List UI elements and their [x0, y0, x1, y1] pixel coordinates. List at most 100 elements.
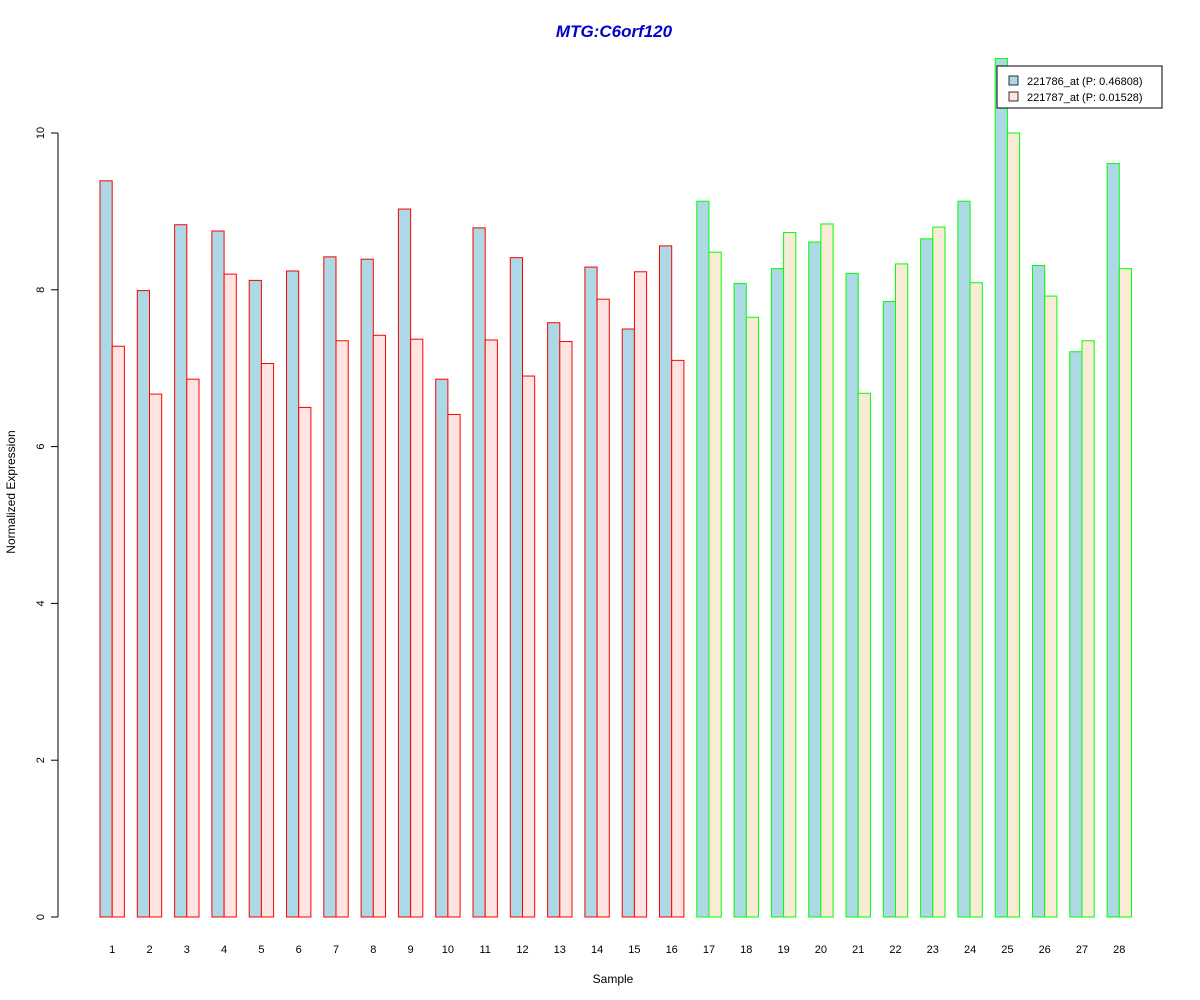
x-tick-label-22: 22 [889, 944, 901, 956]
bar-221787-sample-5 [260, 362, 275, 918]
bar-221786-sample-18 [733, 283, 747, 918]
bar-221787-sample-11 [484, 339, 498, 918]
bar-221787-sample-3 [186, 378, 200, 918]
bar-221786-sample-5 [248, 279, 262, 918]
bar-221787-sample-9 [410, 338, 424, 918]
bar-221787-sample-18 [745, 316, 759, 918]
x-tick-label-8: 8 [370, 944, 376, 956]
bar-221787-sample-2 [149, 393, 163, 918]
x-tick-label-9: 9 [408, 944, 414, 956]
bar-221786-sample-28 [1106, 163, 1120, 918]
y-axis-label: Normalized Expression [4, 430, 18, 553]
bar-221786-sample-27 [1069, 351, 1083, 918]
x-tick-label-13: 13 [554, 944, 566, 956]
bar-221787-sample-21 [857, 392, 871, 918]
bar-221786-sample-19 [770, 268, 785, 918]
bar-221787-sample-22 [895, 263, 909, 918]
bar-221787-sample-7 [335, 340, 349, 918]
bar-221786-sample-3 [174, 224, 188, 918]
legend: 221786_at (P: 0.46808) 221787_at (P: 0.0… [996, 65, 1163, 109]
x-tick-label-20: 20 [815, 944, 827, 956]
bar-221786-sample-8 [360, 258, 374, 918]
bar-221787-sample-10 [447, 413, 461, 918]
bar-221786-sample-22 [882, 301, 896, 918]
x-tick-label-15: 15 [628, 944, 640, 956]
bar-221786-sample-2 [136, 290, 151, 918]
bar-221786-sample-16 [659, 245, 673, 918]
bar-221787-sample-1 [111, 345, 125, 918]
bar-221786-sample-13 [547, 322, 561, 918]
bar-221787-sample-23 [932, 226, 946, 918]
y-tick-label: 4 [35, 600, 47, 606]
x-tick-label-16: 16 [666, 944, 678, 956]
x-tick-label-7: 7 [333, 944, 339, 956]
legend-label-221786: 221786_at (P: 0.46808) [1027, 76, 1143, 88]
x-tick-label-10: 10 [442, 944, 454, 956]
x-tick-label-14: 14 [591, 944, 603, 956]
x-tick-label-12: 12 [516, 944, 528, 956]
legend-label-221787: 221787_at (P: 0.01528) [1027, 92, 1143, 104]
x-tick-label-6: 6 [296, 944, 302, 956]
bar-221786-sample-21 [845, 272, 859, 918]
bar-221787-sample-27 [1081, 340, 1095, 918]
x-tick-labels: 1 2 3 4 5 6 7 8 9 10 11 12 13 14 15 16 17 18 19 20 21 22 23 24 2… [109, 944, 1125, 956]
bar-221787-sample-15 [633, 271, 648, 918]
bar-221786-sample-12 [509, 257, 523, 918]
x-tick-label-11: 11 [479, 944, 490, 956]
bar-221787-sample-24 [969, 282, 983, 918]
x-tick-label-23: 23 [927, 944, 939, 956]
bar-221786-sample-9 [397, 208, 412, 918]
x-tick-label-5: 5 [258, 944, 264, 956]
bar-221786-sample-4 [211, 230, 225, 918]
y-tick-label: 8 [35, 287, 47, 293]
bar-221787-sample-6 [298, 406, 312, 918]
bar-221786-sample-10 [435, 378, 449, 918]
bar-221786-sample-6 [286, 270, 300, 918]
x-tick-label-25: 25 [1001, 944, 1013, 956]
x-tick-label-1: 1 [109, 944, 115, 956]
bar-221786-sample-14 [584, 266, 598, 918]
bar-221787-sample-12 [522, 375, 536, 918]
bars [99, 58, 1133, 918]
bar-221787-sample-26 [1044, 295, 1058, 918]
bar-221786-sample-17 [696, 200, 710, 918]
bar-221786-sample-15 [621, 328, 635, 918]
x-tick-label-26: 26 [1039, 944, 1051, 956]
x-tick-label-18: 18 [740, 944, 752, 956]
y-tick-label: 2 [35, 757, 47, 763]
bar-221786-sample-24 [957, 200, 971, 918]
chart-title: MTG:C6orf120 [556, 22, 673, 41]
legend-box [996, 65, 1163, 109]
bar-221786-sample-11 [472, 227, 486, 918]
y-tick-label: 0 [35, 914, 47, 920]
bar-221787-sample-19 [783, 232, 797, 918]
bar-221787-sample-14 [596, 298, 610, 918]
x-tick-label-19: 19 [777, 944, 789, 956]
x-tick-label-21: 21 [852, 944, 864, 956]
bar-221786-sample-25 [994, 58, 1008, 918]
x-tick-label-24: 24 [964, 944, 976, 956]
x-tick-label-17: 17 [703, 944, 715, 956]
legend-swatch-221787 [1008, 91, 1019, 102]
bar-221787-sample-4 [223, 273, 237, 918]
y-axis: 0 2 4 6 8 10 [35, 127, 59, 920]
legend-swatch-221786 [1008, 75, 1019, 86]
bar-221787-sample-13 [559, 341, 573, 918]
y-tick-label: 6 [35, 444, 47, 450]
x-tick-label-4: 4 [221, 944, 227, 956]
bar-221786-sample-23 [920, 238, 934, 918]
x-tick-label-28: 28 [1113, 944, 1125, 956]
y-tick-label: 10 [35, 127, 47, 139]
bar-221787-sample-28 [1118, 268, 1133, 918]
x-tick-label-3: 3 [184, 944, 190, 956]
bar-221786-sample-7 [323, 256, 337, 918]
bar-221786-sample-26 [1032, 264, 1046, 918]
bar-221787-sample-16 [671, 359, 685, 918]
bar-221786-sample-20 [808, 241, 822, 918]
bar-221787-sample-8 [372, 334, 386, 918]
bar-221787-sample-25 [1006, 132, 1021, 918]
x-tick-label-27: 27 [1076, 944, 1088, 956]
bar-221787-sample-17 [708, 251, 722, 918]
x-axis-label: Sample [593, 972, 634, 986]
